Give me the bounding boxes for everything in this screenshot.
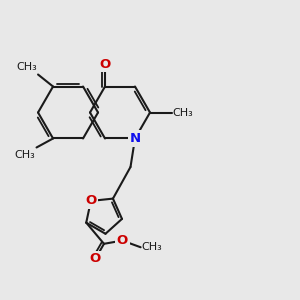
Text: O: O bbox=[90, 252, 101, 266]
Text: N: N bbox=[129, 132, 141, 145]
Text: O: O bbox=[117, 234, 128, 247]
Text: O: O bbox=[99, 58, 111, 70]
Text: CH₃: CH₃ bbox=[142, 242, 162, 252]
Text: CH₃: CH₃ bbox=[14, 150, 35, 160]
Text: CH₃: CH₃ bbox=[172, 107, 194, 118]
Text: O: O bbox=[85, 194, 97, 207]
Text: CH₃: CH₃ bbox=[16, 61, 37, 71]
